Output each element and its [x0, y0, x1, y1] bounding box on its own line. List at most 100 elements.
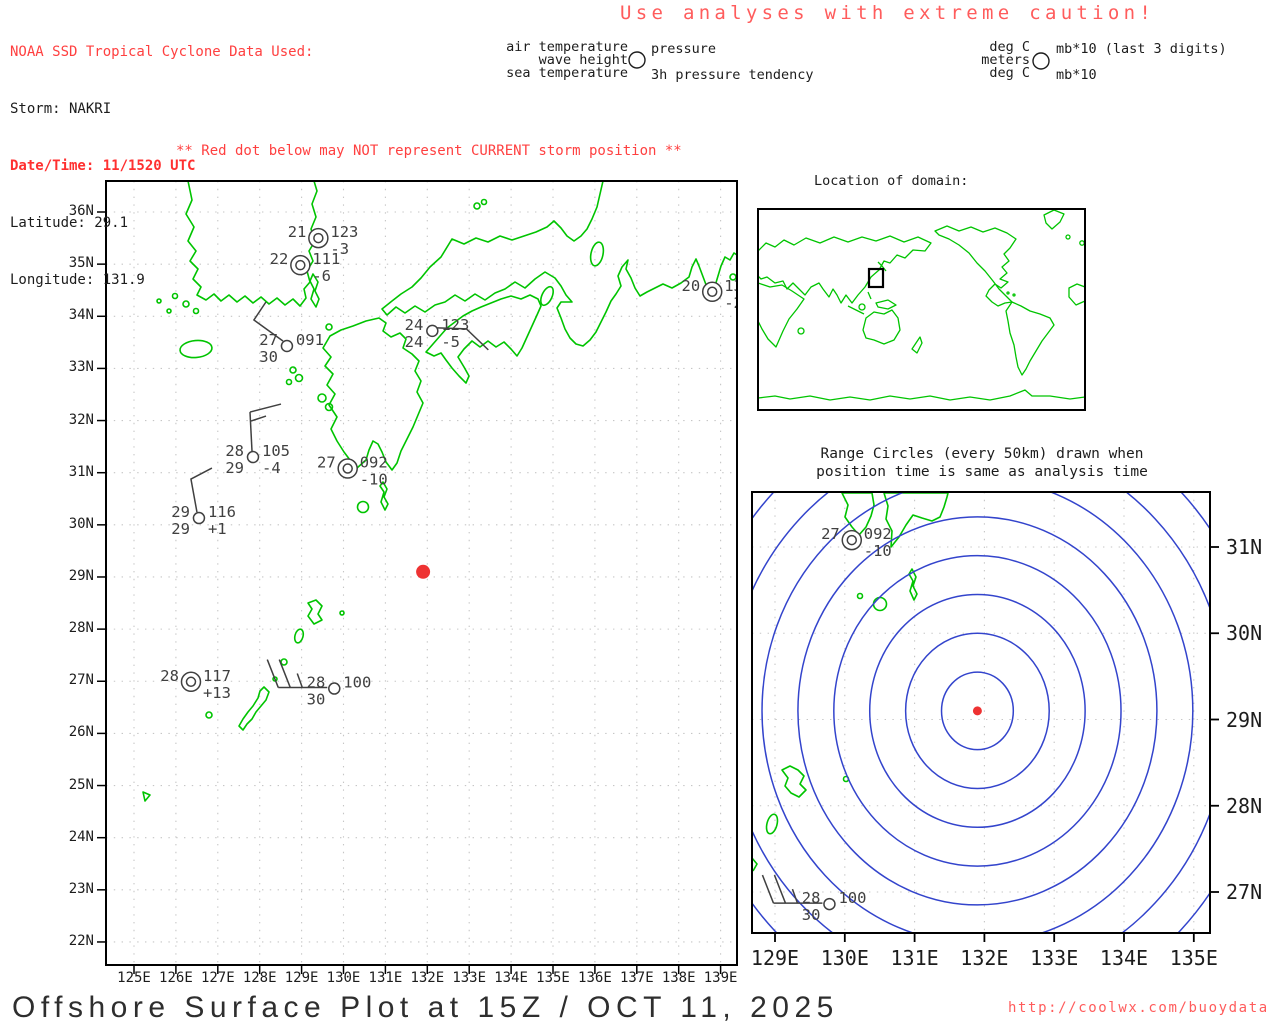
main-map-lat-label: 29N: [68, 567, 94, 584]
range-plot-lat-label: 30N: [1226, 621, 1263, 646]
world-coastline: [1043, 209, 1065, 230]
main-map-lat-label: 34N: [68, 307, 94, 324]
station-label: 29: [171, 503, 190, 521]
station-plot: 28 105 29 -4: [225, 403, 290, 477]
coastline: [280, 658, 288, 666]
station-label: 123: [330, 223, 358, 241]
world-coastline: [758, 235, 932, 304]
world-coastline: [797, 327, 805, 335]
legend-pressure-label: pressure: [651, 41, 717, 57]
station-label: 24: [405, 333, 424, 351]
units-pressure-label: mb*10 (last 3 digits): [1056, 41, 1227, 57]
coastline: [192, 307, 200, 315]
coastline: [322, 317, 424, 471]
range-circle: [618, 323, 1280, 1024]
coastline: [171, 292, 179, 300]
main-map-lat-label: 30N: [68, 515, 94, 532]
main-map-lon-label: 127E: [200, 970, 235, 986]
world-coastline: [847, 305, 865, 315]
units-wave-height-label: meters: [981, 52, 1030, 68]
world-coastline: [1068, 283, 1085, 306]
main-map-lon-label: 131E: [368, 970, 403, 986]
coastline: [294, 373, 304, 383]
world-coastline: [758, 389, 1085, 401]
station-plot: 24 123 24 -5: [405, 316, 489, 351]
coastline: [289, 366, 297, 374]
main-map-lon-label: 126E: [159, 970, 193, 986]
station-plot: 27 092-10: [317, 454, 388, 489]
main-map-lat-label: 22N: [68, 932, 94, 949]
coastline: [339, 610, 345, 616]
station-label: 100: [343, 674, 371, 692]
range-plot-lon-label: 135E: [1169, 946, 1218, 970]
coastline: [856, 592, 864, 600]
storm-info-block: NOAA SSD Tropical Cyclone Data Used: Sto…: [10, 5, 313, 328]
station-label: -2: [724, 294, 743, 312]
main-map-lat-label: 32N: [68, 411, 94, 428]
station-label: +1: [208, 520, 227, 538]
station-label: 21: [288, 223, 307, 241]
main-map-lon-label: 138E: [661, 970, 696, 986]
coastline: [883, 492, 949, 548]
main-map-lon-label: 129E: [284, 970, 319, 986]
main-map-lon-label: 132E: [410, 970, 445, 986]
range-plot-lat-label: 27N: [1226, 880, 1263, 904]
station-label: -5: [441, 333, 460, 351]
world-coastline: [1005, 301, 1055, 376]
station-plot: 27 091 30: [252, 301, 324, 366]
world-coastline: [934, 225, 1017, 307]
storm-position-warning: ** Red dot below may NOT represent CURRE…: [176, 143, 682, 159]
coastline: [205, 711, 213, 719]
page-title: Offshore Surface Plot at 15Z / OCT 11, 2…: [12, 991, 839, 1024]
legend-air-temp-label: air temperature: [506, 39, 628, 55]
coastline: [293, 628, 305, 644]
world-coastline: [911, 336, 923, 354]
main-map-lat-label: 35N: [68, 255, 94, 272]
coastline: [908, 568, 918, 601]
main-map-lon-label: 135E: [536, 970, 570, 986]
range-circles-plot: 27 092-10 28 100 30: [618, 323, 1280, 1024]
coastline: [356, 500, 370, 514]
station-label: -6: [312, 267, 331, 285]
legend-wave-height-label: wave height: [538, 52, 628, 68]
station-label: 100: [838, 889, 866, 907]
coastline: [166, 308, 172, 314]
plot-border: [757, 208, 1086, 411]
main-map-lat-label: 23N: [68, 880, 94, 897]
world-coastline: [1065, 234, 1071, 240]
station-label: 111: [312, 250, 340, 268]
station-label: 28: [802, 889, 821, 907]
coastline: [307, 599, 323, 625]
legend-sea-temp-label: sea temperature: [506, 65, 628, 81]
station-label: 091: [296, 331, 324, 349]
legend-tendency-label: 3h pressure tendency: [651, 67, 814, 83]
coastline: [317, 393, 327, 403]
plot-border: [105, 180, 738, 966]
range-plot-lon-label: 130E: [820, 946, 869, 970]
main-map-lat-label: 28N: [68, 620, 94, 637]
storm-position-dot: [416, 564, 431, 579]
main-map-lon-label: 128E: [242, 970, 277, 986]
main-map-lat-label: 36N: [68, 203, 94, 219]
station-plot: 28 100 30: [266, 659, 371, 709]
coastline: [425, 294, 542, 384]
station-label: 30: [259, 348, 278, 366]
coastline: [285, 378, 293, 386]
world-coastline: [877, 261, 887, 272]
station-label: -10: [360, 471, 388, 489]
world-coastline: [875, 299, 897, 310]
station-circle-icon: [823, 897, 836, 911]
coastline: [540, 285, 554, 307]
info-title: NOAA SSD Tropical Cyclone Data Used:: [10, 44, 314, 60]
station-label: 27: [317, 454, 336, 472]
main-map-lon-label: 130E: [326, 970, 361, 986]
station-legend-circle-icon: [628, 51, 646, 69]
station-label: 20: [682, 277, 701, 295]
range-plot-lon-label: 132E: [960, 946, 1009, 970]
range-plot-lon-label: 133E: [1030, 946, 1079, 970]
main-map-lon-label: 139E: [703, 970, 738, 986]
station-label: 28: [160, 667, 179, 685]
range-plot-title-line1: Range Circles (every 50km) drawn when: [820, 446, 1144, 462]
